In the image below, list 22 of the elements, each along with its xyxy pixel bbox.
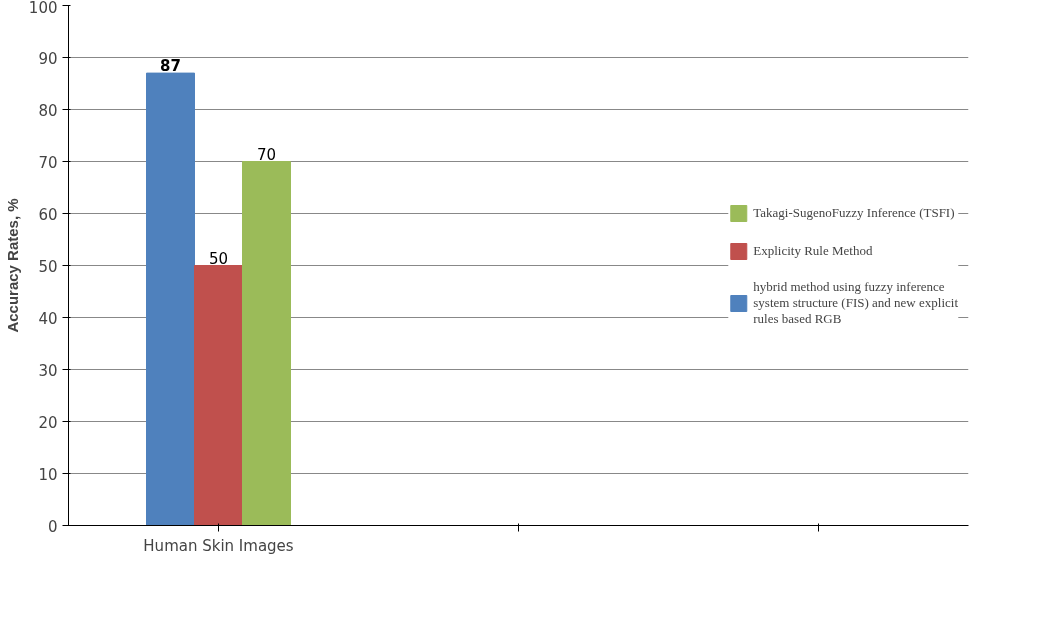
legend-label: hybrid method using fuzzy inference system structure (FIS) and new explicit rules based RGB [753, 279, 958, 327]
y-tick-label: 50 [38, 257, 58, 276]
y-tick-label: 10 [38, 465, 58, 484]
y-tick-label: 0 [47, 517, 58, 536]
legend-label: Takagi-SugenoFuzzy Inference (TSFI) [753, 205, 955, 221]
y-axis-title: Accuracy Rates, % [3, 198, 21, 333]
y-tick-label: 100 [28, 0, 58, 17]
y-tick-label: 80 [38, 101, 58, 120]
legend-label: Explicity Rule Method [753, 243, 873, 259]
y-tick-label: 30 [38, 361, 58, 380]
y-tick-label: 20 [38, 413, 58, 432]
bar [194, 265, 243, 526]
data-label: 50 [208, 249, 229, 268]
bar [146, 72, 195, 526]
y-tick-label: 90 [38, 49, 58, 68]
data-label: 87 [160, 57, 181, 76]
bar [242, 161, 291, 526]
data-label: 70 [256, 145, 277, 164]
x-tick-label: Human Skin Images [143, 536, 294, 555]
y-tick-label: 40 [38, 309, 58, 328]
y-tick-label: 60 [38, 205, 58, 224]
y-tick-label: 70 [38, 153, 58, 172]
